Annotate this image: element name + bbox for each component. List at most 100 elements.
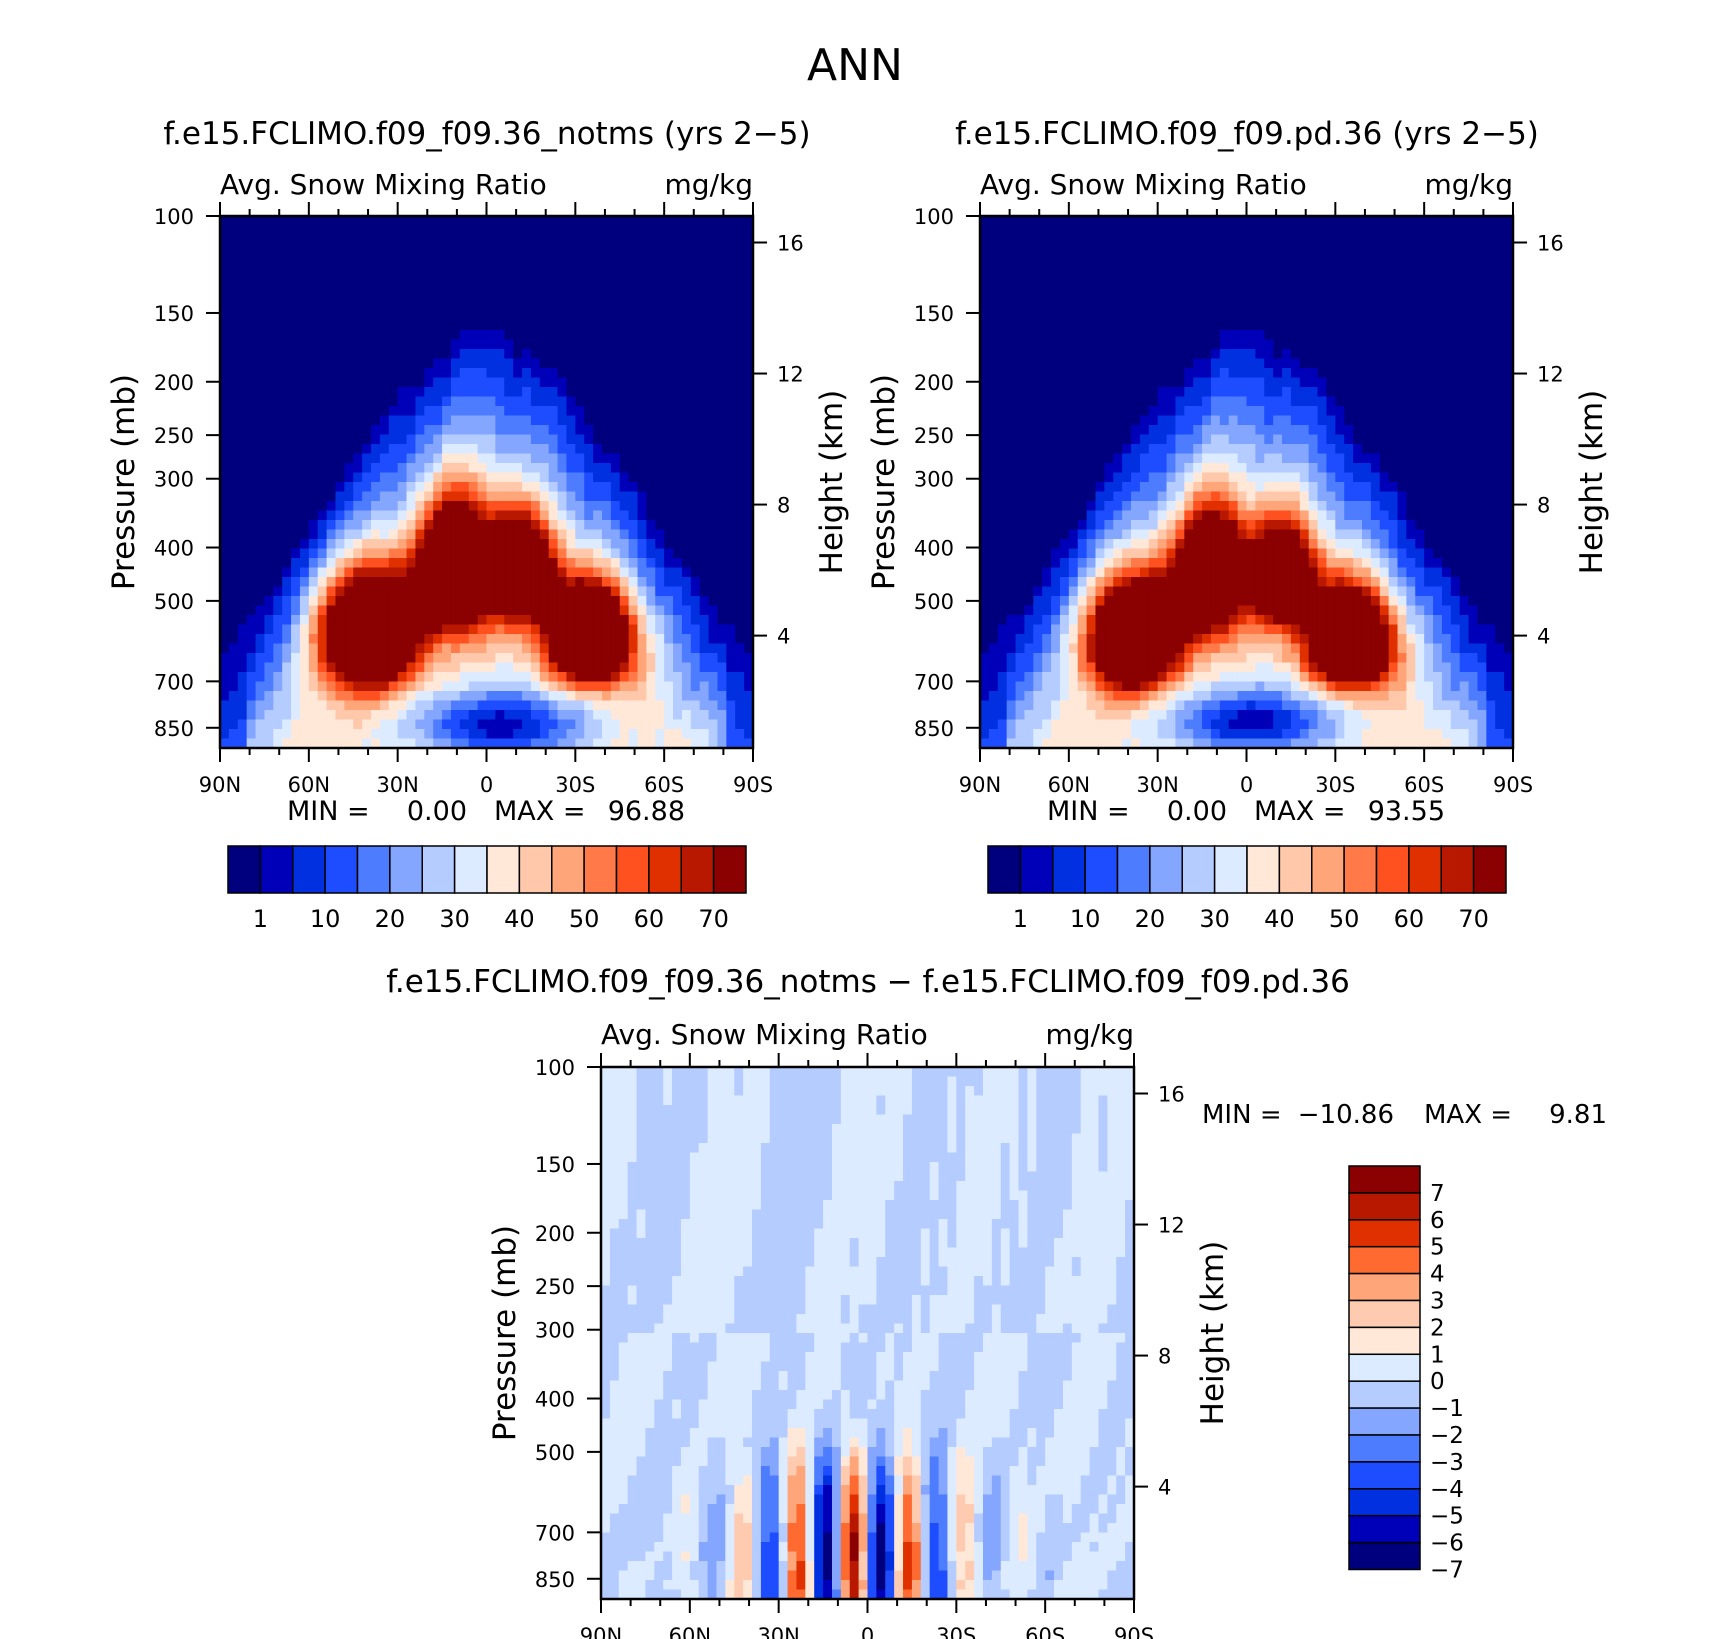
field-cell bbox=[442, 520, 452, 531]
field-cell bbox=[673, 662, 683, 673]
field-cell bbox=[1246, 425, 1256, 436]
field-cell bbox=[690, 273, 701, 284]
field-cell bbox=[708, 263, 719, 274]
field-cell bbox=[1406, 444, 1416, 455]
field-cell bbox=[646, 368, 656, 379]
field-cell bbox=[699, 529, 710, 540]
field-cell bbox=[619, 463, 630, 474]
field-cell bbox=[450, 235, 461, 246]
field-cell bbox=[379, 691, 390, 702]
field-cell bbox=[486, 263, 496, 274]
field-cell bbox=[717, 282, 727, 293]
field-cell bbox=[548, 216, 559, 227]
field-cell bbox=[1104, 396, 1114, 407]
field-cell bbox=[220, 472, 230, 483]
field-cell bbox=[1468, 387, 1479, 398]
field-cell bbox=[415, 292, 425, 303]
field-cell bbox=[708, 254, 719, 265]
field-cell bbox=[362, 681, 372, 692]
field-cell bbox=[415, 491, 425, 502]
field-cell bbox=[1033, 387, 1043, 398]
field-cell bbox=[717, 729, 727, 740]
field-cell bbox=[1504, 444, 1514, 455]
field-cell bbox=[459, 311, 470, 322]
field-cell bbox=[584, 320, 594, 331]
field-cell bbox=[344, 339, 354, 350]
field-cell bbox=[601, 235, 612, 246]
field-cell bbox=[388, 710, 399, 721]
field-cell bbox=[1317, 434, 1328, 445]
field-cell bbox=[433, 520, 443, 531]
field-cell bbox=[228, 586, 239, 597]
field-cell bbox=[1344, 216, 1354, 227]
field-cell bbox=[1459, 387, 1470, 398]
field-cell bbox=[299, 710, 310, 721]
field-cell bbox=[273, 520, 283, 531]
field-cell bbox=[522, 415, 532, 426]
field-cell bbox=[619, 624, 630, 635]
field-cell bbox=[681, 292, 692, 303]
field-cell bbox=[299, 653, 310, 664]
field-cell bbox=[317, 254, 328, 265]
field-cell bbox=[1424, 349, 1434, 360]
field-cell bbox=[1175, 273, 1185, 284]
field-cell bbox=[326, 634, 337, 645]
field-cell bbox=[282, 254, 292, 265]
field-cell bbox=[344, 491, 354, 502]
field-cell bbox=[557, 282, 568, 293]
field-cell bbox=[664, 254, 674, 265]
field-cell bbox=[1450, 225, 1461, 236]
field-cell bbox=[1202, 434, 1212, 445]
field-cell bbox=[1459, 377, 1470, 388]
field-cell bbox=[406, 330, 417, 341]
field-cell bbox=[388, 586, 399, 597]
field-cell bbox=[1086, 368, 1097, 379]
field-cell bbox=[1202, 368, 1212, 379]
field-cell bbox=[681, 529, 692, 540]
field-cell bbox=[566, 349, 576, 360]
field-cell bbox=[246, 292, 257, 303]
field-cell bbox=[1255, 273, 1265, 284]
field-cell bbox=[1441, 282, 1452, 293]
field-cell bbox=[450, 463, 461, 474]
field-cell bbox=[468, 339, 479, 350]
field-cell bbox=[566, 501, 576, 512]
field-cell bbox=[264, 558, 274, 569]
field-cell bbox=[744, 415, 754, 426]
field-cell bbox=[673, 681, 683, 692]
field-cell bbox=[388, 529, 399, 540]
field-cell bbox=[1175, 330, 1185, 341]
field-cell bbox=[299, 729, 310, 740]
field-cell bbox=[1184, 358, 1194, 369]
field-cell bbox=[1415, 415, 1425, 426]
field-cell bbox=[575, 501, 585, 512]
field-cell bbox=[282, 681, 292, 692]
field-cell bbox=[424, 577, 434, 588]
field-cell bbox=[450, 263, 461, 274]
field-cell bbox=[273, 282, 283, 293]
field-cell bbox=[220, 681, 230, 692]
field-cell bbox=[530, 643, 541, 654]
field-cell bbox=[317, 339, 328, 350]
field-cell bbox=[255, 320, 266, 331]
field-cell bbox=[681, 719, 692, 730]
field-cell bbox=[353, 339, 363, 350]
field-cell bbox=[735, 624, 745, 635]
field-cell bbox=[513, 339, 523, 350]
field-cell bbox=[344, 387, 354, 398]
field-cell bbox=[726, 377, 736, 388]
field-cell bbox=[1042, 244, 1052, 255]
field-cell bbox=[344, 681, 354, 692]
field-cell bbox=[1468, 311, 1479, 322]
field-cell bbox=[237, 453, 248, 464]
field-cell bbox=[1015, 453, 1026, 464]
field-cell bbox=[522, 225, 532, 236]
field-cell bbox=[575, 463, 585, 474]
field-cell bbox=[1006, 292, 1017, 303]
field-cell bbox=[1068, 292, 1079, 303]
field-cell bbox=[593, 653, 603, 664]
field-cell bbox=[1166, 444, 1177, 455]
field-cell bbox=[371, 254, 381, 265]
field-cell bbox=[584, 653, 594, 664]
